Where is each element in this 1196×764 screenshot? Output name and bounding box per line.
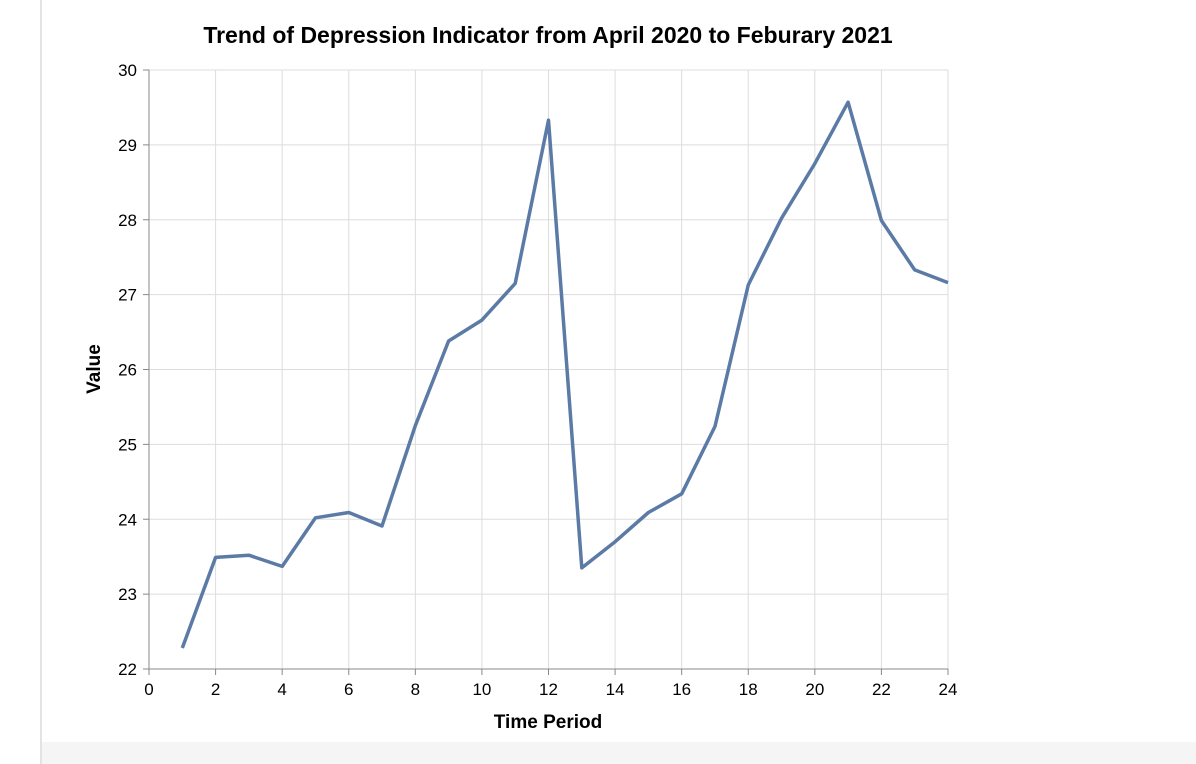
x-tick-label: 16 xyxy=(672,680,691,699)
x-tick-label: 0 xyxy=(144,680,153,699)
x-tick-label: 10 xyxy=(472,680,491,699)
y-tick-label: 24 xyxy=(118,510,137,529)
x-tick-label: 6 xyxy=(344,680,353,699)
y-tick-label: 29 xyxy=(118,136,137,155)
y-tick-label: 23 xyxy=(118,585,137,604)
next-notebook-cell xyxy=(42,742,1196,764)
x-axis-title: Time Period xyxy=(494,712,602,733)
notebook-cell-border xyxy=(40,0,42,764)
x-tick-label: 22 xyxy=(872,680,891,699)
y-tick-label: 25 xyxy=(118,435,137,454)
chart-title: Trend of Depression Indicator from April… xyxy=(203,22,893,48)
y-tick-label: 22 xyxy=(118,660,137,679)
y-axis-title: Value xyxy=(84,344,105,394)
x-tick-label: 20 xyxy=(805,680,824,699)
x-tick-label: 14 xyxy=(606,680,625,699)
y-tick-label: 26 xyxy=(118,361,137,380)
y-tick-label: 27 xyxy=(118,286,137,305)
x-tick-label: 8 xyxy=(411,680,420,699)
grid xyxy=(148,69,949,670)
y-tick-label: 28 xyxy=(118,211,137,230)
x-tick-label: 2 xyxy=(211,680,220,699)
x-tick-label: 24 xyxy=(939,680,958,699)
axes xyxy=(143,69,949,675)
series-line xyxy=(180,100,949,649)
x-tick-label: 4 xyxy=(277,680,286,699)
x-tick-label: 18 xyxy=(739,680,758,699)
x-tick-label: 12 xyxy=(539,680,558,699)
line-chart: Trend of Depression Indicator from April… xyxy=(84,22,957,733)
y-tick-label: 30 xyxy=(118,61,137,80)
